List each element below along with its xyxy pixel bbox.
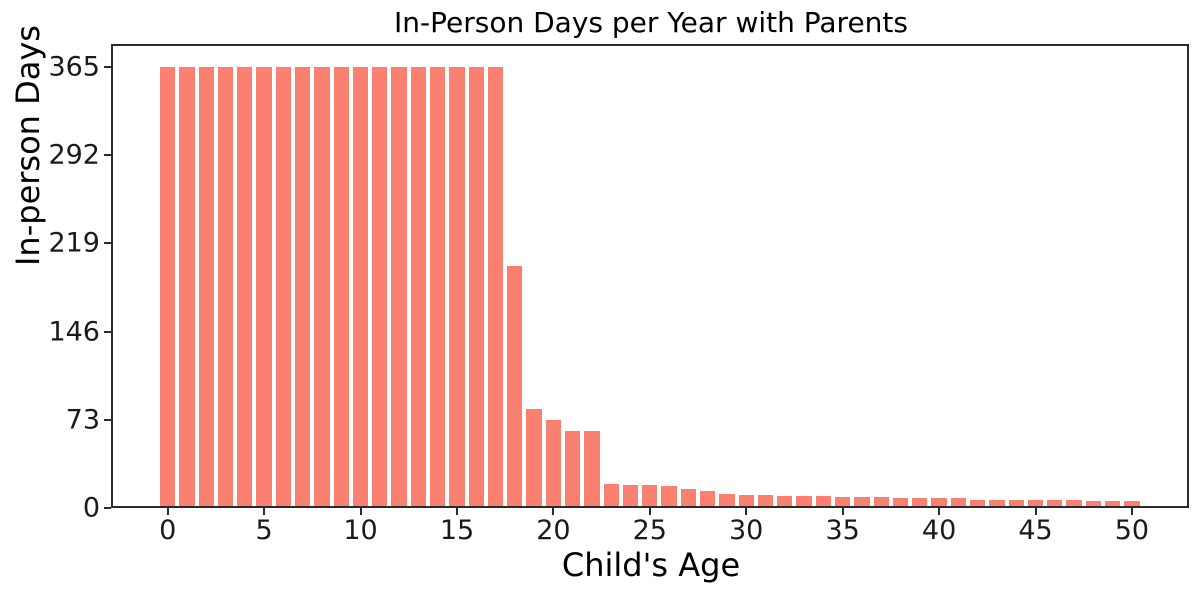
- bar: [1124, 500, 1140, 506]
- x-tick-mark: [552, 508, 555, 515]
- bar: [430, 67, 446, 506]
- x-tick-label: 50: [1114, 515, 1150, 546]
- x-tick-label: 10: [343, 515, 378, 546]
- y-tick-mark: [104, 154, 111, 157]
- bar: [854, 497, 870, 506]
- bar: [160, 67, 176, 506]
- bar: [198, 67, 214, 506]
- bar: [295, 67, 311, 506]
- bar: [487, 67, 504, 506]
- bar: [989, 499, 1005, 506]
- bar: [1104, 500, 1121, 506]
- bar: [1008, 499, 1024, 506]
- x-tick-mark: [938, 508, 941, 515]
- y-tick-label: 146: [48, 316, 100, 348]
- bar: [603, 483, 619, 506]
- x-tick-mark: [841, 508, 844, 515]
- bar: [275, 67, 292, 506]
- bar: [757, 494, 774, 506]
- bar: [449, 67, 465, 506]
- bar: [699, 491, 716, 506]
- bar: [217, 67, 234, 506]
- x-axis-label: Child's Age: [561, 546, 741, 584]
- x-tick-label: 40: [921, 515, 957, 546]
- bar: [680, 488, 697, 506]
- x-tick-mark: [1130, 508, 1133, 515]
- x-tick-label: 45: [1018, 515, 1053, 546]
- bar: [468, 67, 484, 506]
- bar: [796, 495, 812, 506]
- bar: [892, 498, 909, 506]
- y-tick-label: 365: [48, 51, 100, 83]
- bar: [1085, 500, 1101, 506]
- chart-title: In-Person Days per Year with Parents: [394, 6, 908, 39]
- bar: [1047, 499, 1063, 506]
- bar: [545, 419, 562, 506]
- bar: [314, 67, 330, 506]
- x-tick-mark: [263, 508, 266, 515]
- bar: [777, 495, 793, 506]
- bar: [410, 67, 427, 506]
- bar: [719, 493, 735, 506]
- x-tick-mark: [456, 508, 458, 515]
- x-tick-label: 35: [825, 515, 860, 546]
- x-tick-mark: [166, 508, 169, 515]
- y-tick-label: 0: [82, 492, 100, 524]
- bar: [950, 498, 966, 506]
- bar: [931, 498, 947, 506]
- x-tick-label: 30: [729, 515, 764, 546]
- bar: [333, 67, 349, 506]
- x-tick-label: 20: [536, 515, 571, 546]
- bar: [391, 67, 407, 506]
- y-tick-mark: [104, 66, 111, 69]
- x-tick-mark: [359, 508, 362, 515]
- plot-area: [111, 44, 1189, 508]
- bar: [179, 67, 195, 506]
- bar: [1066, 499, 1082, 506]
- bar: [256, 67, 272, 506]
- x-tick-label: 25: [632, 515, 667, 546]
- bar: [622, 485, 639, 506]
- x-tick-label: 5: [255, 515, 273, 546]
- y-tick-label: 73: [65, 404, 100, 436]
- x-tick-label: 15: [439, 515, 475, 546]
- bar: [526, 408, 542, 506]
- bar: [507, 266, 523, 506]
- y-tick-mark: [104, 507, 111, 509]
- bar: [834, 497, 851, 506]
- x-tick-label: 0: [159, 515, 177, 546]
- bar: [642, 485, 658, 506]
- y-tick-mark: [104, 418, 111, 421]
- bar: [969, 499, 986, 506]
- x-tick-mark: [1034, 508, 1037, 515]
- x-tick-mark: [648, 508, 651, 515]
- y-tick-label: 219: [48, 227, 100, 259]
- bar: [738, 494, 754, 506]
- bar: [372, 67, 388, 506]
- y-tick-mark: [104, 242, 111, 245]
- bar: [815, 495, 832, 506]
- bar: [352, 67, 369, 506]
- y-tick-label: 292: [48, 139, 100, 171]
- bar: [565, 430, 581, 506]
- y-tick-mark: [104, 330, 111, 333]
- bar: [873, 497, 889, 506]
- bar: [237, 67, 253, 506]
- bar: [661, 486, 677, 506]
- bar: [1027, 499, 1044, 506]
- bar: [912, 498, 928, 506]
- x-tick-mark: [745, 508, 748, 515]
- bar: [584, 430, 600, 506]
